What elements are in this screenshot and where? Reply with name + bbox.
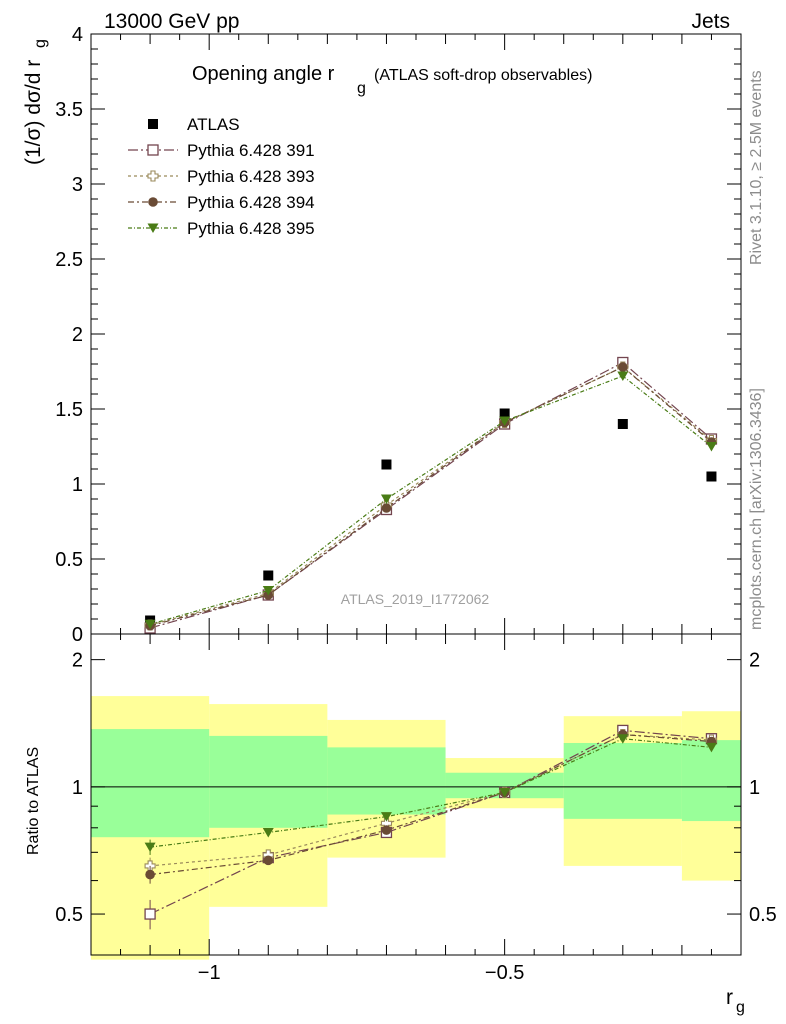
main-ylabel: (1/σ) dσ/d r [22, 60, 45, 165]
legend-marker-p391 [147, 144, 159, 156]
ratio-ytick-label-right: 2 [749, 650, 760, 672]
rivet-label: Rivet 3.1.10, ≥ 2.5M events [748, 70, 765, 265]
ratio-point-p394 [381, 825, 392, 835]
main-point-p395 [499, 416, 511, 426]
ratio-point-p395 [144, 842, 156, 853]
legend: ATLAS Pythia 6.428 391 Pythia 6.428 393 Pyt… [128, 115, 315, 238]
ratio-series-line-p391 [149, 729, 712, 915]
ratio-point-p395 [499, 787, 511, 798]
xlabel-sub: g [736, 999, 745, 1016]
title-sub: g [357, 80, 366, 97]
main-ytick-label: 1 [72, 474, 83, 496]
main-ytick-label: 4 [72, 24, 83, 46]
legend-marker-p393 [147, 170, 159, 182]
ratio-ytick-label-left: 1 [72, 777, 83, 799]
main-point-p395 [380, 494, 392, 504]
main-ytick-label: 0.5 [55, 549, 83, 571]
ratio-band-inner [91, 729, 210, 838]
ratio-ytick-label-left: 2 [72, 650, 83, 672]
process-label: Jets [691, 10, 730, 33]
ratio-series-line-p395 [150, 738, 712, 848]
title-main: Opening angle r [192, 63, 335, 85]
ratio-point-p395 [705, 742, 717, 753]
ratio-point-p394 [145, 869, 155, 880]
main-point-p395 [262, 586, 274, 596]
ratio-point-p394 [263, 855, 274, 866]
main-series-line-p391 [149, 361, 712, 629]
legend-marker-atlas [148, 119, 158, 129]
ratio-plot: 0.5 0.5 1 1 2 2 −1 −0.5 [55, 633, 777, 984]
legend-label-atlas: ATLAS [187, 115, 240, 134]
main-ytick-label: 0 [72, 624, 83, 646]
ratio-ytick-label-right: 1 [749, 777, 760, 799]
ratio-xtick-label: −0.5 [485, 962, 524, 984]
main-ytick-label: 3 [72, 174, 83, 196]
main-ytick-label: 2.5 [55, 249, 83, 271]
ratio-point-p395 [380, 812, 392, 822]
ratio-series-line-p394 [150, 733, 712, 876]
xlabel-main: r [726, 986, 733, 1009]
main-point-p394 [381, 503, 392, 513]
ratio-ylabel: Ratio to ATLAS [25, 747, 42, 855]
main-point-atlas [617, 419, 628, 429]
ratio-xtick-label: −1 [198, 962, 221, 984]
main-point-p395 [144, 619, 156, 630]
source-label: mcplots.cern.ch [arXiv:1306.3436] [748, 388, 765, 630]
main-series-line-p394 [149, 366, 712, 627]
analysis-id: ATLAS_2019_I1772062 [341, 591, 490, 607]
ratio-point-p395 [617, 734, 629, 744]
legend-label-p395: Pythia 6.428 395 [187, 219, 315, 238]
ratio-point-p391 [144, 908, 156, 920]
title-extra: (ATLAS soft-drop observables) [374, 67, 592, 84]
main-ytick-label: 3.5 [55, 99, 83, 121]
energy-label: 13000 GeV pp [104, 10, 239, 33]
legend-marker-p394 [148, 197, 158, 207]
main-point-atlas [263, 570, 274, 581]
ratio-band-inner [681, 740, 741, 822]
main-series-line-p395 [149, 375, 712, 625]
ratio-band-inner [327, 747, 446, 815]
legend-label-p391: Pythia 6.428 391 [187, 141, 315, 160]
main-point-p395 [705, 442, 717, 452]
main-point-atlas [381, 459, 392, 470]
main-point-atlas [706, 471, 717, 482]
ratio-point-p395 [262, 827, 274, 838]
legend-marker-p395 [147, 223, 159, 233]
main-title: Opening angle r [192, 63, 335, 85]
ratio-series-line-p393 [150, 733, 712, 867]
main-point-atlas [499, 408, 510, 419]
legend-label-p393: Pythia 6.428 393 [187, 167, 315, 186]
legend-label-p394: Pythia 6.428 394 [187, 193, 315, 212]
ratio-ytick-label-right: 0.5 [749, 904, 777, 926]
ratio-band-inner [563, 742, 682, 819]
main-point-p394 [618, 362, 628, 372]
main-plot: 0 0.5 1 1.5 2 2.5 3 3.5 4 [55, 24, 742, 646]
ratio-ytick-label-left: 0.5 [55, 904, 83, 926]
main-ylabel-sub: g [32, 39, 49, 48]
main-point-p395 [617, 371, 629, 381]
main-series-line-p393 [149, 366, 712, 626]
main-ytick-label: 1.5 [55, 399, 83, 421]
main-ytick-label: 2 [72, 324, 83, 346]
ratio-band-inner [209, 735, 328, 828]
